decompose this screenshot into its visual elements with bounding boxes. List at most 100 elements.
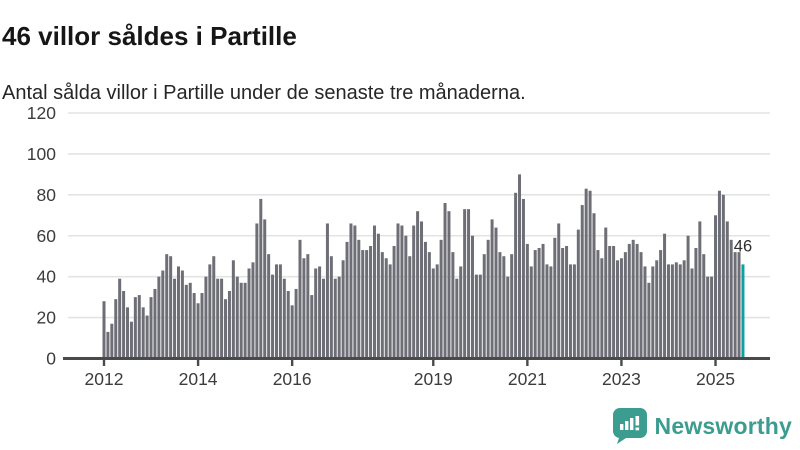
bar [133, 297, 137, 359]
bar [619, 258, 623, 359]
bar [192, 293, 196, 359]
bar [372, 225, 376, 359]
y-axis-tick-label: 0 [46, 349, 56, 369]
bar [451, 252, 455, 359]
bar [549, 266, 553, 359]
bar [666, 264, 670, 359]
bar [463, 209, 467, 359]
bar [710, 276, 714, 359]
bar [482, 254, 486, 359]
bar [447, 211, 451, 359]
bar [533, 250, 537, 359]
bar [443, 203, 447, 359]
bar [510, 254, 514, 359]
bar [188, 282, 192, 359]
bar [310, 295, 314, 359]
bar [173, 278, 177, 359]
bar [659, 250, 663, 359]
bar [623, 252, 627, 359]
y-axis-tick-label: 20 [37, 308, 57, 328]
page-title: 46 villor såldes i Partille [2, 21, 297, 52]
bar [455, 278, 459, 359]
bar [345, 241, 349, 359]
bar [208, 264, 212, 359]
bar [690, 268, 694, 359]
bar [694, 248, 698, 359]
bar [137, 295, 141, 359]
bar [572, 264, 576, 359]
bar [396, 223, 400, 359]
bar [235, 276, 239, 359]
bar [200, 293, 204, 359]
bar [698, 221, 702, 359]
bar [341, 260, 345, 359]
bar [376, 233, 380, 359]
x-axis-tick-label: 2012 [85, 369, 124, 389]
bar [110, 323, 114, 359]
bar [384, 258, 388, 359]
brand-footer: Newsworthy [612, 406, 792, 446]
bar [161, 270, 165, 359]
bar [204, 276, 208, 359]
highlighted-bar-value-label: 46 [734, 237, 752, 255]
bar [353, 225, 357, 359]
bar [721, 194, 725, 359]
bar [584, 188, 588, 359]
bar [286, 290, 290, 359]
bar [568, 264, 572, 359]
bar [157, 276, 161, 359]
bar [306, 254, 310, 359]
x-axis-tick-label: 2019 [414, 369, 453, 389]
bar [114, 299, 118, 359]
bar [627, 243, 631, 359]
bar [576, 229, 580, 359]
bar [502, 256, 506, 359]
bar [604, 227, 608, 359]
bar [588, 190, 592, 359]
bar [322, 278, 326, 359]
bar [239, 282, 243, 359]
bar [251, 262, 255, 359]
x-axis-tick-label: 2021 [508, 369, 547, 389]
bar [165, 254, 169, 359]
bar [145, 315, 149, 359]
bar [247, 268, 251, 359]
x-axis-tick-label: 2016 [273, 369, 312, 389]
bar [474, 274, 478, 359]
bar [169, 256, 173, 359]
bar [404, 235, 408, 359]
bar [412, 225, 416, 359]
bar [126, 307, 130, 359]
bar [506, 276, 510, 359]
bar [717, 190, 721, 359]
x-axis-tick-label: 2014 [179, 369, 218, 389]
bar [196, 303, 200, 359]
bar [596, 250, 600, 359]
highlighted-bar [741, 264, 745, 359]
bar [682, 260, 686, 359]
bar [388, 264, 392, 359]
bar [349, 223, 353, 359]
bar [525, 243, 529, 359]
bar [141, 307, 145, 359]
bar [314, 268, 318, 359]
bar [435, 264, 439, 359]
bar [490, 219, 494, 359]
bar [467, 209, 471, 359]
y-axis-tick-label: 60 [37, 226, 57, 246]
bar [557, 223, 561, 359]
bar [259, 198, 263, 359]
bar [267, 254, 271, 359]
bar [706, 276, 710, 359]
bar [216, 278, 220, 359]
bar [102, 301, 106, 359]
bar [325, 223, 329, 359]
bar [514, 192, 518, 359]
bar [255, 223, 259, 359]
y-axis-tick-label: 100 [27, 144, 56, 164]
bar [294, 288, 298, 359]
bar [714, 215, 718, 359]
bar [220, 278, 224, 359]
bar [380, 252, 384, 359]
